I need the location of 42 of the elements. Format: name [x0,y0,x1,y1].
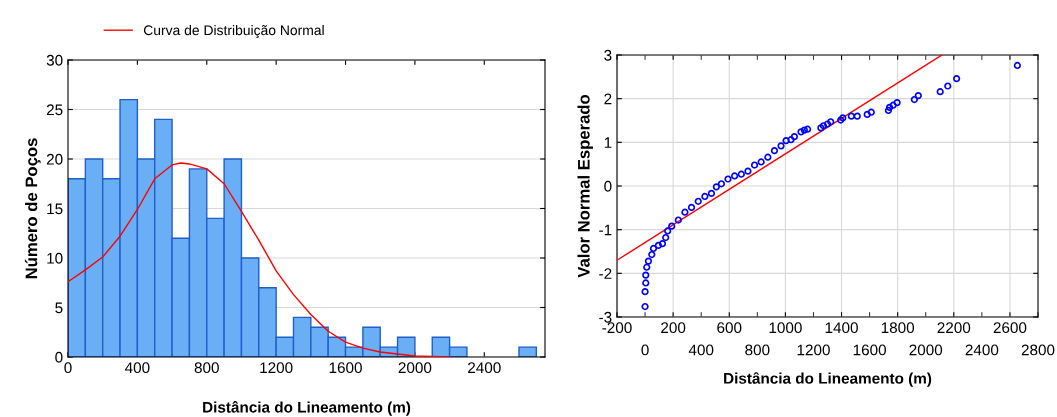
x-tick-label: 0 [64,362,72,374]
x-tick-label: 400 [124,362,150,374]
y-tick-label: -2 [599,268,612,279]
x-tick-label: 2200 [937,322,971,334]
x-tick-label: 2000 [398,362,432,374]
x-tick-label: 600 [717,322,742,334]
y-tick-label: 25 [46,104,63,116]
x2-tick-label: 2400 [965,344,999,356]
legend-label: Curva de Distribuição Normal [143,24,324,38]
x-tick-label: 1400 [825,322,858,334]
x2-tick-label: 400 [688,344,714,356]
x2-tick-label: 2000 [909,344,943,356]
y-tick-label: 3 [604,49,612,61]
x-tick-label: 1000 [769,322,802,334]
y-tick-label: 20 [46,153,63,165]
y-tick-label: 0 [55,351,63,363]
x-axis-title: Distância do Lineamento (m) [724,372,932,387]
y-tick-label: 30 [46,54,63,66]
x2-tick-label: 1600 [853,344,886,356]
y-tick-label: 15 [47,203,63,215]
y-tick-label: -1 [599,224,612,236]
x2-tick-label: 2800 [1021,344,1055,356]
x-tick-label: 1200 [260,362,293,374]
y-tick-label: 0 [604,180,612,192]
x2-tick-label: 1200 [797,344,830,356]
y-tick-label: -3 [599,311,612,323]
y-tick-label: 10 [47,252,63,264]
x2-tick-label: 800 [745,344,770,356]
y-tick-label: 5 [55,302,63,314]
x-tick-label: 2400 [468,362,501,374]
y-tick-label: 1 [604,137,612,148]
x2-tick-label: 0 [641,344,649,356]
x-tick-label: 200 [661,322,686,334]
x-tick-label: -200 [602,322,632,334]
x-tick-label: 800 [194,362,219,374]
x-tick-label: 1800 [881,322,915,334]
y-axis-title: Valor Normal Esperado [577,94,593,278]
x-tick-label: 1600 [329,362,362,374]
x-axis-title: Distância do Lineamento (m) [203,401,411,416]
y-axis-title: Número de Poços [24,138,41,279]
y-tick-label: 2 [604,93,612,105]
x-tick-label: 2600 [993,322,1027,334]
